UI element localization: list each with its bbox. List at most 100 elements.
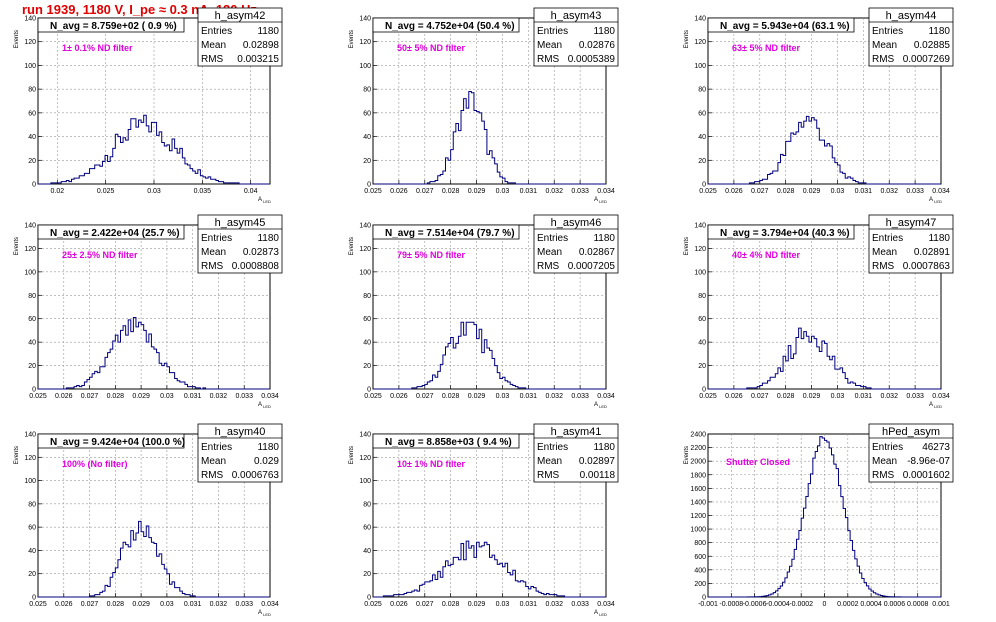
x-tick-label: -0.001 bbox=[698, 601, 718, 608]
stats-row-value: 46273 bbox=[922, 442, 950, 453]
y-tick-label: 2400 bbox=[690, 432, 706, 439]
y-tick-label: 20 bbox=[698, 363, 706, 370]
stats-row-value: 0.02897 bbox=[579, 456, 616, 467]
x-tick-label: 0.027 bbox=[416, 188, 434, 195]
stats-row-label: Mean bbox=[537, 247, 562, 258]
y-tick-label: 40 bbox=[698, 340, 706, 347]
stats-row-label: Entries bbox=[537, 26, 568, 37]
filter-label: 40± 4% ND filter bbox=[732, 250, 800, 260]
histogram-panel-hPed_asym: 0 200 400 600 800 1000 1200 1400 1600 1800 2000 220… bbox=[684, 423, 954, 608]
y-tick-label: 0 bbox=[702, 595, 706, 602]
x-tick-label: 0.028 bbox=[107, 393, 125, 400]
stats-row-label: RMS bbox=[537, 54, 560, 65]
stats-row-value: 0.02885 bbox=[914, 40, 951, 51]
y-tick-label: 0 bbox=[367, 595, 371, 602]
x-tick-label: 0.032 bbox=[210, 393, 228, 400]
y-tick-label: 20 bbox=[363, 363, 371, 370]
y-tick-label: 0 bbox=[702, 182, 706, 189]
x-tick-label: 0.033 bbox=[906, 393, 924, 400]
stats-box bbox=[197, 7, 283, 67]
y-tick-label: 80 bbox=[698, 87, 706, 94]
x-tick-label: 0.029 bbox=[132, 393, 150, 400]
stats-row-value: 1180 bbox=[593, 233, 615, 244]
y-tick-label: 140 bbox=[24, 223, 36, 230]
stats-row-label: Mean bbox=[537, 40, 562, 51]
y-tick-label: 100 bbox=[359, 478, 371, 485]
x-tick-label: 0.031 bbox=[855, 188, 873, 195]
y-tick-label: 80 bbox=[698, 293, 706, 300]
x-tick-label: 0.028 bbox=[442, 393, 460, 400]
stats-row-label: Entries bbox=[872, 26, 903, 37]
y-axis-title: Events bbox=[349, 30, 355, 48]
x-tick-label: 0.031 bbox=[520, 393, 538, 400]
x-tick-label: 0.026 bbox=[725, 393, 743, 400]
x-tick-label: 0.04 bbox=[244, 188, 258, 195]
y-tick-label: 1400 bbox=[690, 499, 706, 506]
x-tick-label: 0 bbox=[823, 601, 827, 608]
histogram-line bbox=[373, 540, 606, 598]
stats-row-value: 0.02898 bbox=[243, 40, 280, 51]
y-tick-label: 140 bbox=[359, 16, 371, 23]
stats-row-value: 1180 bbox=[593, 442, 615, 453]
navg-label: N_avg = 8.759e+02 ( 0.9 %) bbox=[50, 21, 177, 32]
y-axis-title: Events bbox=[349, 237, 355, 255]
stats-row-label: RMS bbox=[201, 261, 224, 272]
navg-box bbox=[37, 17, 185, 33]
x-tick-label: -0.0002 bbox=[789, 601, 813, 608]
stats-box bbox=[868, 423, 954, 483]
navg-box bbox=[37, 433, 185, 449]
x-tick-label: 0.026 bbox=[55, 393, 73, 400]
y-tick-label: 40 bbox=[698, 134, 706, 141]
stats-row-label: RMS bbox=[201, 470, 224, 481]
x-tick-label: 0.032 bbox=[545, 393, 563, 400]
stats-title: h_asym45 bbox=[215, 217, 266, 229]
stats-row-label: Entries bbox=[872, 233, 903, 244]
navg-box bbox=[372, 224, 520, 240]
y-tick-label: 100 bbox=[359, 269, 371, 276]
x-tick-label: 0.032 bbox=[880, 188, 898, 195]
x-tick-label: 0.027 bbox=[751, 188, 769, 195]
histogram-line bbox=[708, 436, 941, 598]
x-axis-title: A LED bbox=[594, 402, 607, 409]
stats-row-label: Entries bbox=[201, 442, 232, 453]
x-axis-title: A LED bbox=[929, 402, 942, 409]
navg-label: N_avg = 3.794e+04 (40.3 %) bbox=[720, 228, 850, 239]
filter-label: 79± 5% ND filter bbox=[397, 250, 465, 260]
stats-row-label: Mean bbox=[872, 247, 897, 258]
x-tick-label: 0.03 bbox=[831, 393, 845, 400]
y-tick-label: 0 bbox=[702, 387, 706, 394]
x-tick-label: 0.025 bbox=[699, 188, 717, 195]
histogram-panel-h_asym40: 0 20 40 60 80 100 120 140 0.025 0.026 0.027 0.028 0.… bbox=[14, 423, 283, 617]
x-tick-label: 0.034 bbox=[597, 393, 615, 400]
x-tick-label: 0.03 bbox=[831, 188, 845, 195]
x-tick-label: 0.027 bbox=[81, 393, 99, 400]
y-tick-label: 40 bbox=[363, 134, 371, 141]
stats-row-value: 0.0006763 bbox=[232, 470, 280, 481]
stats-row-value: 0.02873 bbox=[243, 247, 280, 258]
histogram-panel-h_asym43: 0 20 40 60 80 100 120 140 0.025 0.026 0.027 0.028 0.… bbox=[349, 7, 619, 204]
y-tick-label: 80 bbox=[28, 87, 36, 94]
stats-row-value: 1180 bbox=[257, 442, 279, 453]
y-tick-label: 60 bbox=[28, 110, 36, 117]
x-tick-label: 0.0006 bbox=[884, 601, 906, 608]
x-tick-label: 0.033 bbox=[571, 393, 589, 400]
histogram-panels: 0 20 40 60 80 100 120 140 0.02 0.025 0.03 0.035 0.04… bbox=[14, 7, 954, 617]
x-tick-label: 0.026 bbox=[55, 601, 73, 608]
stats-title: h_asym44 bbox=[886, 10, 937, 22]
stats-box bbox=[533, 7, 619, 67]
stats-row-label: RMS bbox=[537, 261, 560, 272]
x-tick-label: -0.0004 bbox=[766, 601, 790, 608]
y-tick-label: 120 bbox=[359, 39, 371, 46]
x-tick-label: 0.026 bbox=[390, 393, 408, 400]
y-tick-label: 20 bbox=[698, 158, 706, 165]
stats-row-label: Mean bbox=[201, 247, 226, 258]
y-tick-label: 60 bbox=[363, 110, 371, 117]
y-tick-label: 80 bbox=[28, 293, 36, 300]
y-tick-label: 140 bbox=[359, 432, 371, 439]
x-tick-label: 0.028 bbox=[107, 601, 125, 608]
stats-title: h_asym47 bbox=[886, 217, 937, 229]
x-tick-label: 0.034 bbox=[932, 188, 950, 195]
y-tick-label: 60 bbox=[363, 316, 371, 323]
x-tick-label: 0.032 bbox=[545, 601, 563, 608]
